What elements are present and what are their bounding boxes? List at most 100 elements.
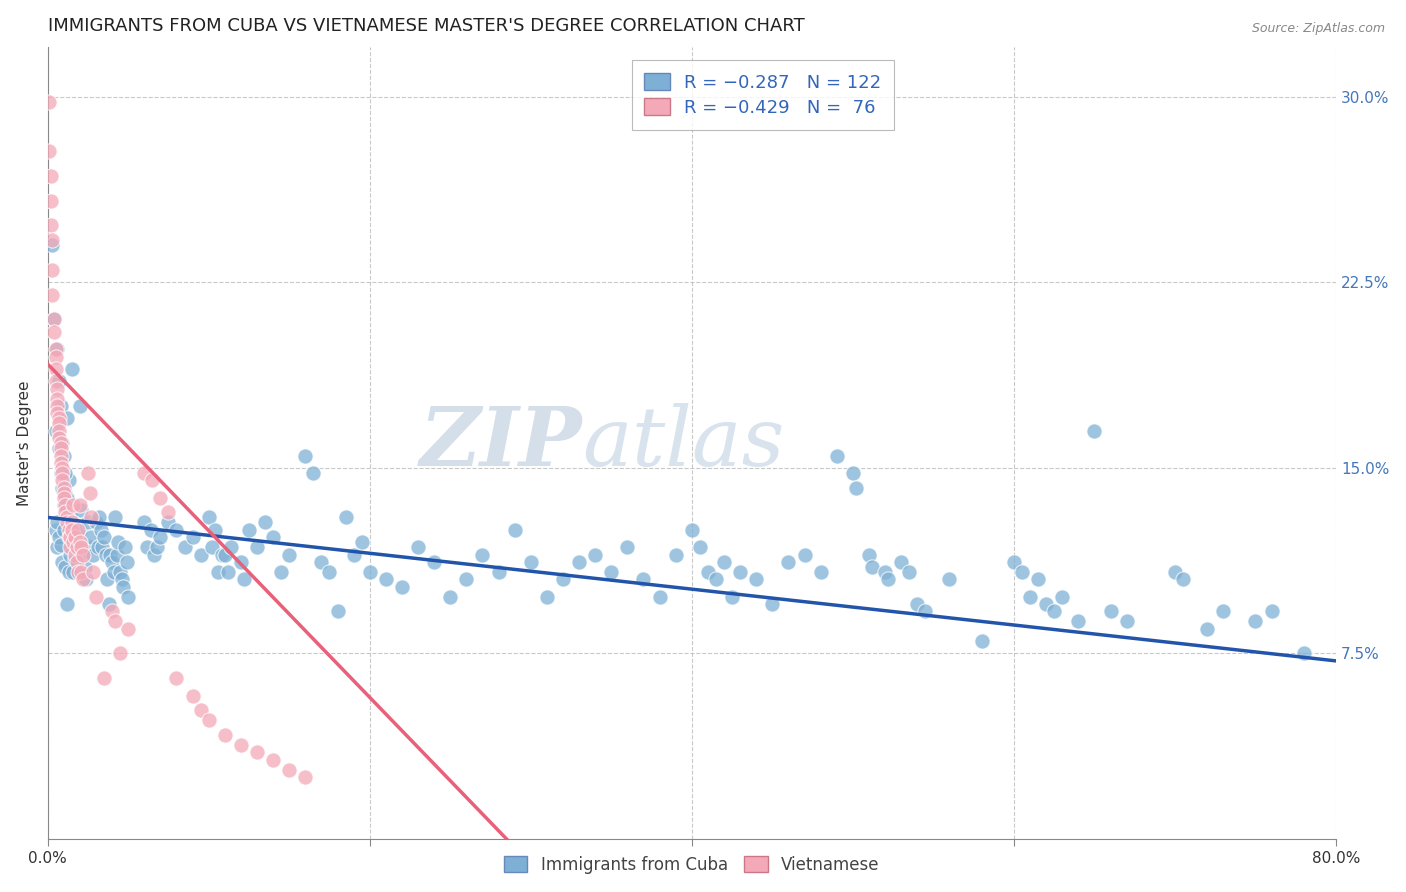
Point — [146, 540, 169, 554]
Point — [157, 516, 180, 530]
Point — [58, 523, 80, 537]
Point — [60, 362, 83, 376]
Point — [48, 530, 70, 544]
Point — [778, 555, 800, 569]
Point — [214, 728, 236, 742]
Point — [39, 169, 62, 183]
Point — [107, 535, 129, 549]
Point — [713, 555, 735, 569]
Point — [229, 555, 252, 569]
Point — [46, 516, 69, 530]
Point — [48, 411, 70, 425]
Point — [873, 565, 896, 579]
Point — [93, 671, 115, 685]
Point — [302, 466, 325, 480]
Point — [94, 548, 117, 562]
Point — [190, 548, 212, 562]
Point — [970, 634, 993, 648]
Point — [233, 572, 256, 586]
Point — [46, 392, 69, 406]
Point — [63, 530, 86, 544]
Point — [1115, 615, 1137, 629]
Point — [810, 565, 832, 579]
Point — [254, 516, 277, 530]
Point — [207, 565, 229, 579]
Point — [488, 565, 510, 579]
Point — [63, 552, 86, 566]
Point — [858, 548, 880, 562]
Point — [294, 770, 316, 784]
Point — [262, 753, 284, 767]
Point — [406, 540, 429, 554]
Point — [45, 424, 67, 438]
Point — [374, 572, 396, 586]
Point — [59, 540, 82, 554]
Point — [82, 548, 104, 562]
Point — [45, 342, 67, 356]
Point — [583, 548, 606, 562]
Point — [278, 548, 301, 562]
Point — [41, 287, 63, 301]
Point — [49, 466, 72, 480]
Point — [616, 540, 638, 554]
Point — [1002, 555, 1025, 569]
Point — [46, 382, 69, 396]
Point — [111, 572, 134, 586]
Point — [139, 523, 162, 537]
Point — [72, 572, 94, 586]
Point — [326, 604, 349, 618]
Point — [51, 461, 73, 475]
Point — [311, 555, 333, 569]
Point — [97, 597, 120, 611]
Point — [166, 671, 188, 685]
Point — [860, 560, 883, 574]
Point — [262, 530, 284, 544]
Point — [45, 362, 67, 376]
Point — [217, 565, 239, 579]
Point — [67, 565, 90, 579]
Point — [633, 572, 655, 586]
Point — [48, 431, 70, 445]
Point — [53, 505, 76, 519]
Point — [229, 738, 252, 752]
Point — [1171, 572, 1194, 586]
Point — [49, 456, 72, 470]
Point — [49, 436, 72, 450]
Point — [204, 523, 226, 537]
Point — [190, 703, 212, 717]
Point — [101, 604, 124, 618]
Point — [1083, 424, 1105, 438]
Point — [60, 516, 83, 530]
Point — [100, 548, 122, 562]
Point — [51, 436, 73, 450]
Point — [335, 510, 357, 524]
Point — [136, 540, 159, 554]
Point — [270, 565, 292, 579]
Point — [115, 555, 138, 569]
Point — [96, 572, 118, 586]
Point — [59, 530, 82, 544]
Point — [166, 523, 188, 537]
Point — [104, 615, 127, 629]
Point — [471, 548, 494, 562]
Point — [1043, 604, 1066, 618]
Point — [648, 590, 671, 604]
Point — [67, 523, 90, 537]
Point — [391, 580, 413, 594]
Point — [551, 572, 574, 586]
Point — [721, 590, 744, 604]
Point — [914, 604, 936, 618]
Point — [1164, 565, 1187, 579]
Point — [134, 466, 156, 480]
Point — [56, 597, 79, 611]
Point — [48, 441, 70, 455]
Point — [105, 548, 128, 562]
Point — [665, 548, 688, 562]
Point — [51, 473, 73, 487]
Point — [52, 491, 75, 505]
Point — [1026, 572, 1049, 586]
Point — [62, 498, 84, 512]
Point — [46, 540, 69, 554]
Point — [350, 535, 373, 549]
Point — [1035, 597, 1057, 611]
